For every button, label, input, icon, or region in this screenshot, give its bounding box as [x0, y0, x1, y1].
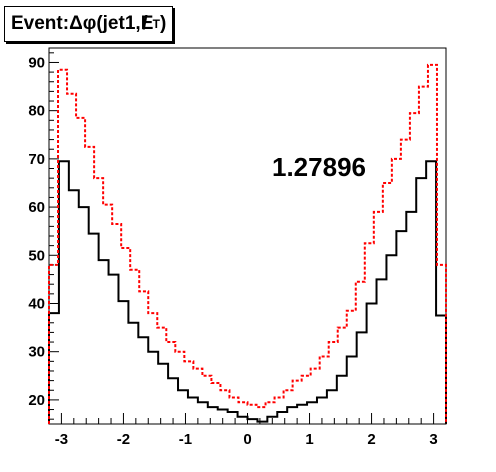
x-tick-label: -3 — [55, 431, 68, 448]
x-axis: -3 -2 -1 0 1 2 3 — [48, 413, 447, 448]
x-tick-label: 0 — [243, 431, 251, 448]
y-tick-label: 50 — [28, 247, 45, 264]
x-tick-label: 3 — [429, 431, 437, 448]
y-tick-label: 20 — [28, 392, 45, 409]
chart-title: Event: Δφ (jet1, E/T ) — [4, 6, 174, 42]
title-prefix: Event: — [11, 13, 70, 34]
series-layer — [48, 63, 447, 424]
y-tick-label: 40 — [28, 295, 45, 312]
title-close: ) — [160, 13, 167, 34]
title-met-sub: T — [152, 17, 160, 31]
title-met-symbol: E/ — [140, 13, 154, 34]
value-annotation: 1.27896 — [272, 152, 366, 182]
y-axis: 20 30 40 50 60 70 80 90 — [28, 52, 59, 420]
plot-frame — [48, 47, 447, 425]
y-tick-label: 60 — [28, 199, 45, 216]
y-tick-label: 30 — [28, 344, 45, 361]
x-tick-label: 1 — [305, 431, 313, 448]
black-solid-histogram — [48, 160, 447, 424]
title-delta-phi: Δφ — [69, 13, 97, 34]
title-open: (jet1, — [96, 13, 141, 34]
x-tick-label: -2 — [117, 431, 130, 448]
red-dotted-histogram — [48, 63, 447, 424]
x-tick-label: -1 — [179, 431, 192, 448]
x-tick-label: 2 — [367, 431, 375, 448]
y-tick-label: 70 — [28, 151, 45, 168]
y-tick-label: 80 — [28, 103, 45, 120]
y-tick-label: 90 — [28, 54, 45, 71]
